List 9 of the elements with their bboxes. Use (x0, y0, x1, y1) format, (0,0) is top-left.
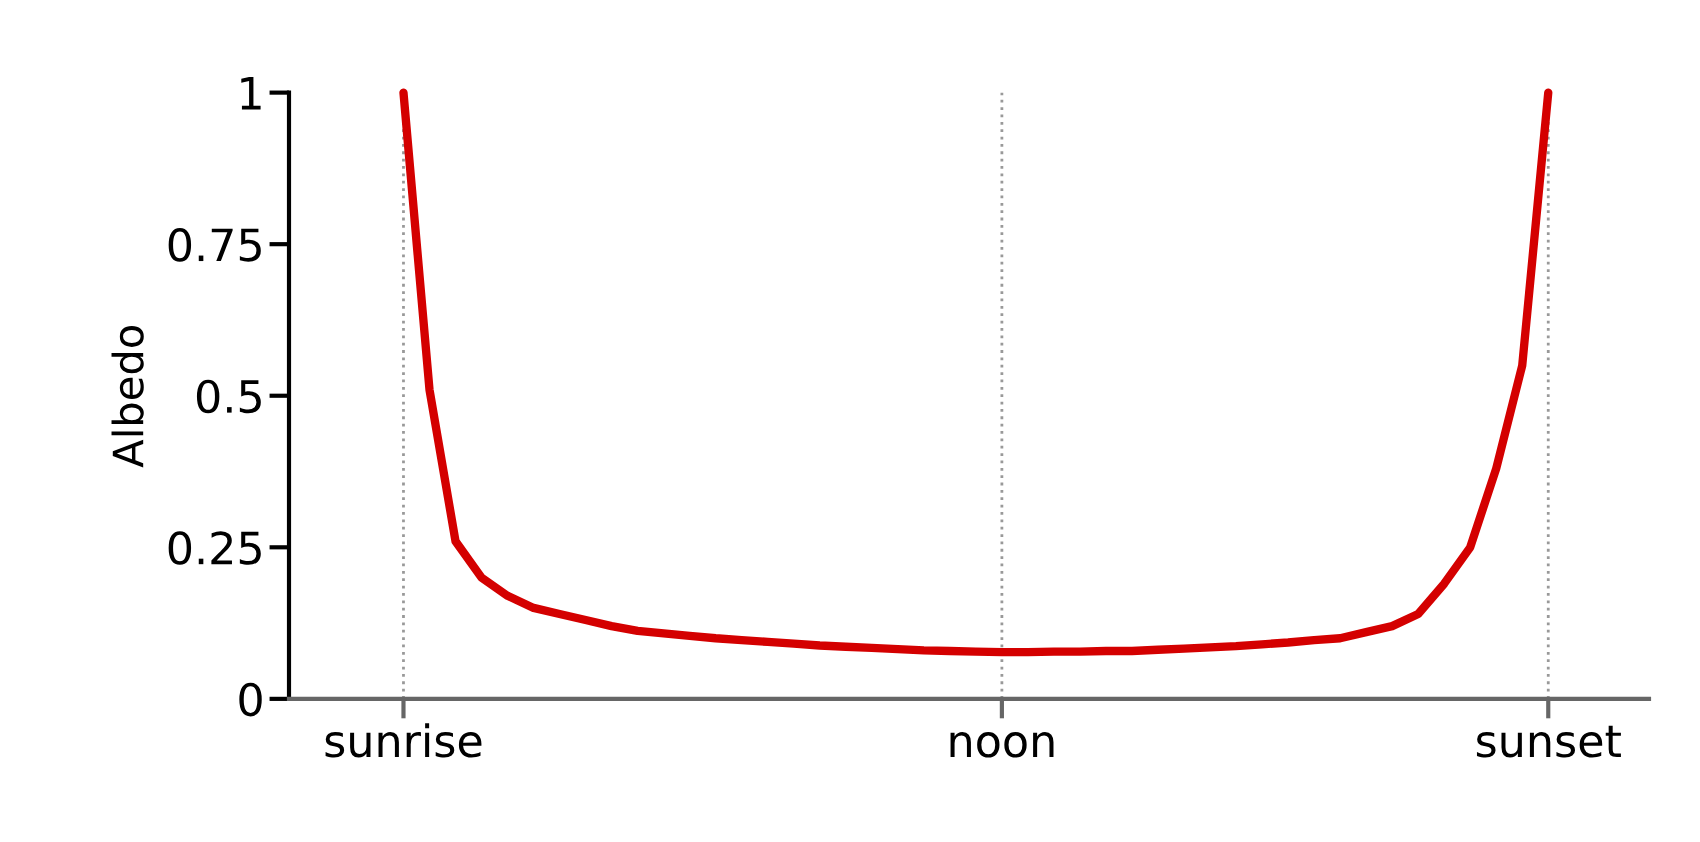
y-tick-label: 0.5 (196, 379, 261, 414)
y-axis-title: Albedo (111, 325, 144, 468)
x-tick-label: noon (950, 732, 1054, 758)
x-tick-label: sunrise (325, 723, 482, 758)
y-tick-label: 0 (239, 682, 262, 717)
x-tick-label: sunset (1476, 725, 1621, 758)
y-tick-label: 0.75 (168, 228, 261, 262)
y-tick-label: 0.25 (168, 531, 261, 565)
y-tick-label: 1 (241, 77, 261, 110)
